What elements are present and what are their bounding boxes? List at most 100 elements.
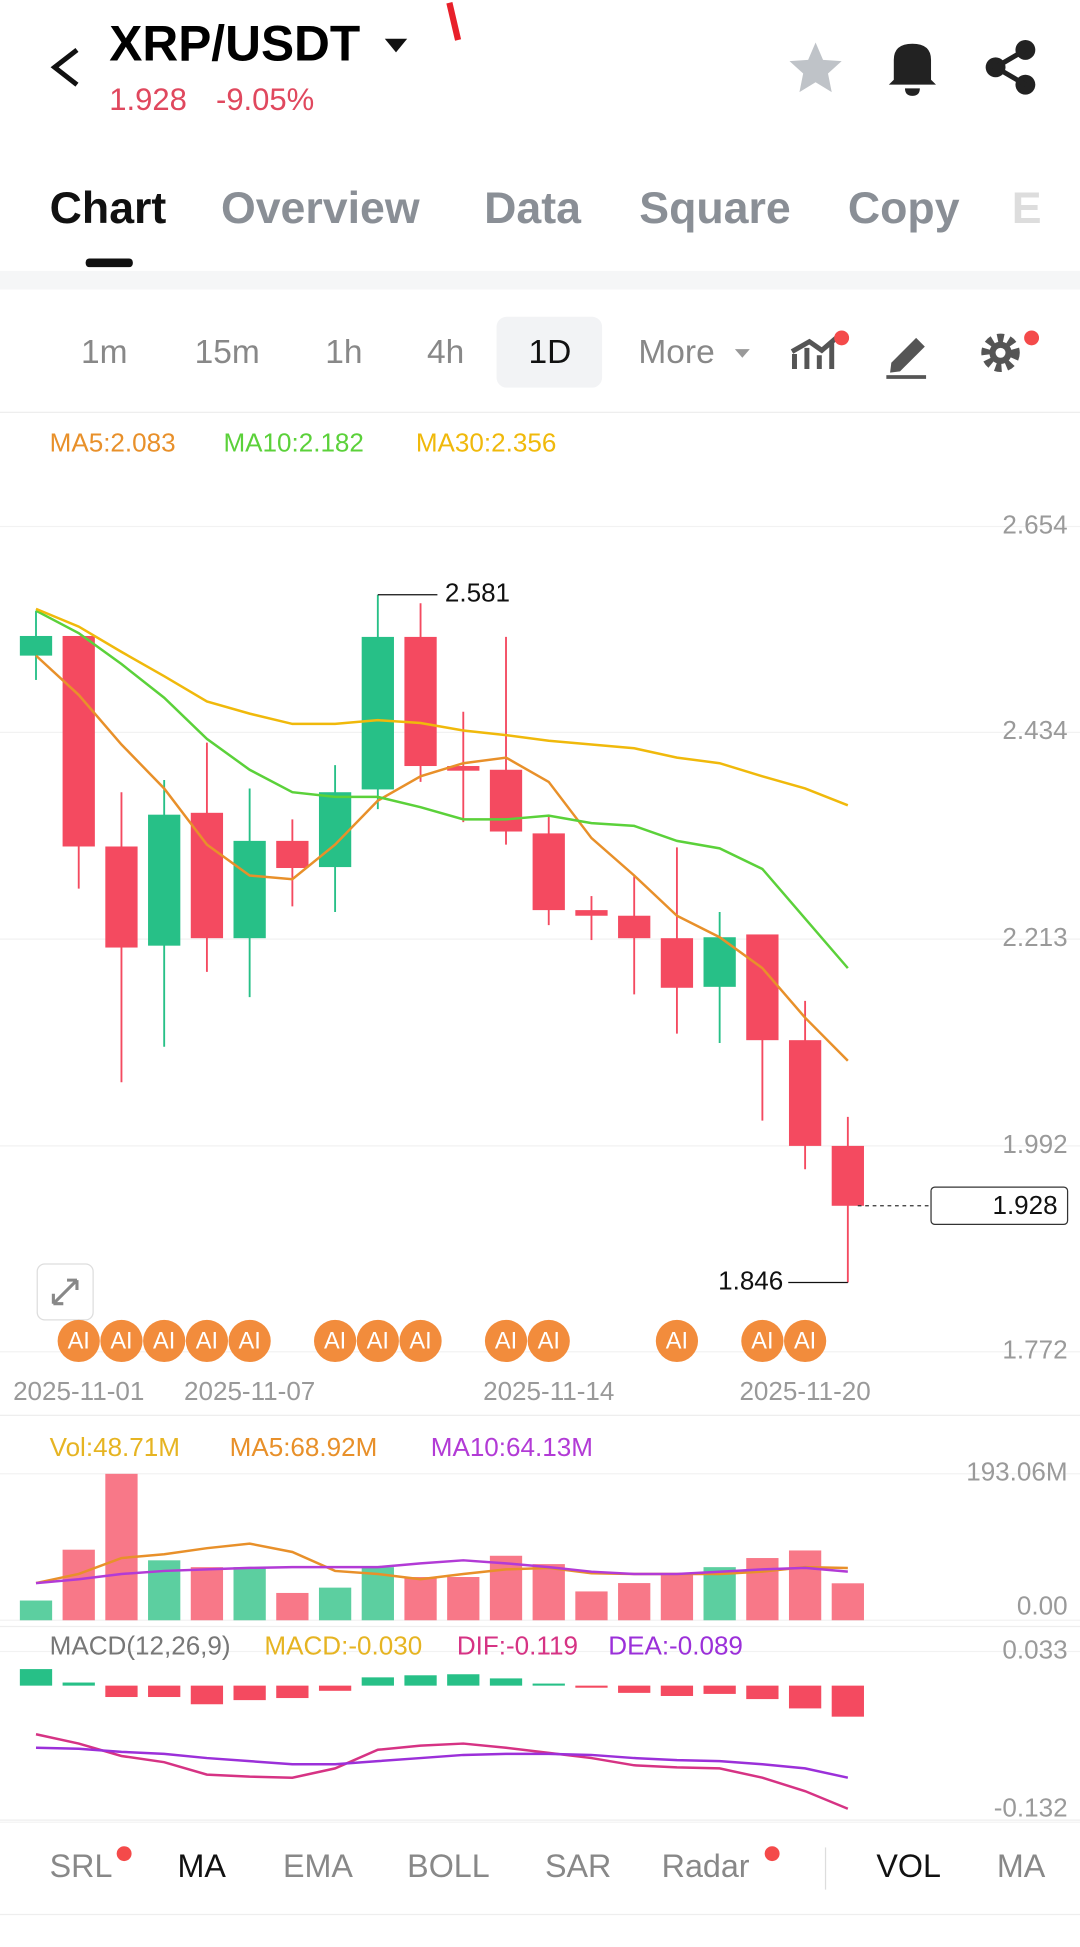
volume-bar — [575, 1591, 608, 1621]
volume-bar — [618, 1583, 651, 1621]
signal-marker[interactable] — [527, 1319, 570, 1363]
candle-body — [532, 833, 565, 911]
signal-label: AI — [110, 1327, 132, 1353]
signal-marker[interactable] — [399, 1319, 442, 1363]
volume-bar — [62, 1549, 95, 1621]
y-tick-label: 2.213 — [1002, 922, 1067, 952]
back-button[interactable] — [50, 47, 79, 87]
draw-icon[interactable] — [886, 337, 927, 379]
legend-entry: Vol:48.71M — [50, 1432, 180, 1462]
price-box-label: 1.928 — [992, 1190, 1057, 1220]
indicator[interactable]: BOLL — [407, 1848, 490, 1884]
price-box — [930, 1186, 1069, 1226]
indicator-icon[interactable] — [790, 330, 850, 369]
candle-body — [831, 1145, 864, 1206]
macd-bar — [19, 1669, 53, 1686]
symbol[interactable]: XRP/USDT — [109, 16, 360, 72]
x-tick-label: 2025-11-01 — [13, 1376, 144, 1406]
interval[interactable]: More — [638, 334, 714, 371]
legend-entry: DEA:-0.089 — [608, 1630, 743, 1660]
macd-bar — [404, 1675, 437, 1686]
min-label: 1.846 — [718, 1265, 783, 1295]
signal-marker[interactable] — [228, 1319, 271, 1363]
signal-marker[interactable] — [741, 1319, 784, 1363]
line — [35, 1733, 849, 1810]
candle-body — [105, 846, 138, 948]
volume-bar — [318, 1587, 352, 1621]
signal-marker[interactable] — [484, 1319, 528, 1363]
macd-bar — [831, 1685, 864, 1717]
macd-bar — [746, 1685, 779, 1700]
signal-marker[interactable] — [313, 1319, 357, 1363]
signal-marker[interactable] — [143, 1319, 186, 1363]
candle-body — [361, 636, 394, 790]
macd-bar — [447, 1674, 480, 1686]
favorite-icon[interactable] — [789, 42, 842, 93]
legend-entry: MA5:2.083 — [50, 428, 176, 458]
legend-entry: MA5:68.92M — [230, 1432, 378, 1462]
signal-marker[interactable] — [356, 1319, 399, 1363]
volume-bar — [788, 1550, 822, 1621]
interval[interactable]: 4h — [427, 334, 464, 371]
interval[interactable]: 1h — [325, 334, 362, 371]
volume-bar — [831, 1583, 864, 1621]
signal-label: AI — [324, 1327, 346, 1353]
y-tick-label: 1.772 — [1002, 1335, 1067, 1365]
signal-marker[interactable] — [784, 1319, 827, 1363]
macd-bar — [148, 1685, 181, 1698]
macd-bar — [276, 1685, 309, 1699]
candle-body — [447, 766, 480, 771]
line — [35, 607, 849, 807]
indicator-title: MACD(12,26,9) — [50, 1630, 231, 1660]
legend-entry: MA10:64.13M — [431, 1432, 593, 1462]
macd-bar — [575, 1685, 608, 1688]
badge — [764, 1846, 780, 1862]
volume-bar — [404, 1577, 437, 1621]
interval[interactable]: 1D — [529, 334, 572, 371]
candle-body — [618, 915, 651, 939]
more-dropdown[interactable] — [734, 349, 750, 358]
interval[interactable]: 1m — [81, 334, 128, 371]
interval[interactable]: 15m — [195, 334, 260, 371]
candle-body — [746, 934, 779, 1041]
interval-selected — [496, 316, 603, 388]
macd-bar — [788, 1685, 822, 1709]
macd-bar — [618, 1685, 651, 1693]
symbol-dropdown[interactable] — [384, 38, 408, 53]
indicator[interactable]: MA — [997, 1848, 1046, 1884]
macd-bar — [105, 1685, 138, 1698]
signal-marker[interactable] — [655, 1319, 699, 1363]
indicator[interactable]: Radar — [662, 1848, 750, 1884]
signal-marker[interactable] — [57, 1319, 100, 1363]
tab[interactable]: Data — [484, 184, 582, 233]
alert-icon[interactable] — [888, 43, 936, 96]
max-label: 2.581 — [445, 578, 510, 608]
x-tick-label: 2025-11-14 — [483, 1376, 614, 1406]
tab[interactable]: Square — [639, 184, 790, 233]
signal-label: AI — [666, 1327, 688, 1353]
indicator[interactable]: EMA — [283, 1848, 353, 1884]
signal-label: AI — [196, 1327, 218, 1353]
share-icon[interactable] — [985, 39, 1036, 95]
indicator[interactable]: MA — [178, 1848, 227, 1884]
macd-bar — [318, 1685, 352, 1691]
settings-icon[interactable] — [981, 330, 1040, 373]
y-tick-label: 0.033 — [1002, 1634, 1067, 1664]
macd-bar — [62, 1682, 95, 1686]
tab[interactable]: E — [1012, 184, 1042, 233]
macd-bar — [660, 1685, 694, 1696]
line — [35, 1542, 848, 1585]
candle-body — [575, 910, 608, 916]
tab[interactable]: Chart — [50, 184, 167, 233]
indicator[interactable]: SRL — [50, 1848, 113, 1884]
signal-marker[interactable] — [100, 1319, 143, 1363]
signal-marker[interactable] — [185, 1319, 229, 1363]
y-tick-label: -0.132 — [994, 1793, 1068, 1823]
indicator[interactable]: VOL — [876, 1848, 941, 1884]
tab-underline — [85, 258, 133, 268]
signal-label: AI — [495, 1327, 517, 1353]
indicator[interactable]: SAR — [545, 1848, 611, 1884]
tab[interactable]: Overview — [221, 184, 420, 233]
tab[interactable]: Copy — [848, 184, 960, 233]
